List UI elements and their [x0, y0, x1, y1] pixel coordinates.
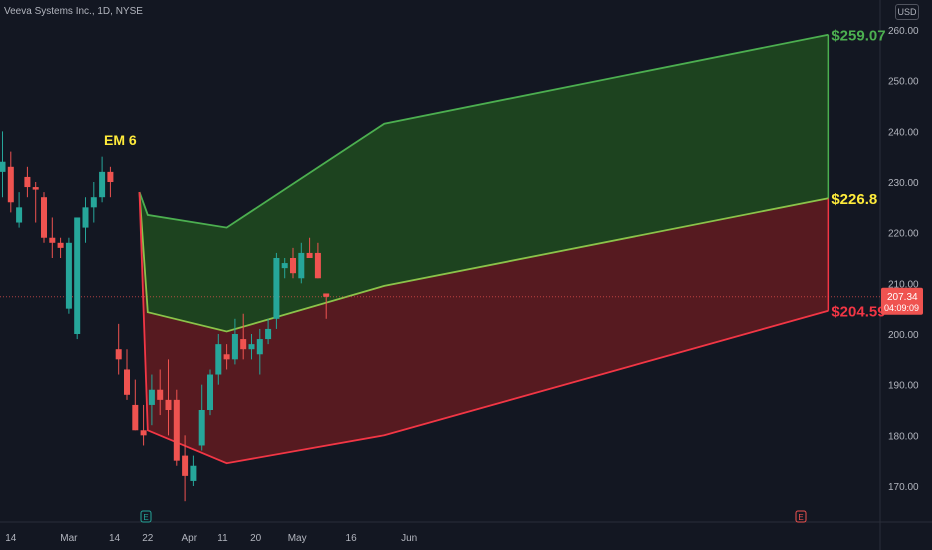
candle-body — [140, 430, 147, 436]
candle-body — [256, 339, 263, 355]
candle-body — [223, 354, 230, 360]
last-price-value: 207.34 — [887, 292, 918, 303]
currency-button[interactable]: USD — [895, 4, 919, 20]
candle-body — [190, 465, 197, 481]
candle-body — [124, 369, 130, 395]
x-tick-label: 20 — [250, 533, 262, 544]
x-tick-label: May — [288, 533, 307, 544]
x-tick-label: Mar — [60, 533, 78, 544]
x-tick-label: Jun — [401, 533, 417, 544]
earnings-marker-label: E — [798, 513, 803, 522]
candle-body — [16, 207, 23, 223]
candle-body — [240, 339, 247, 350]
x-tick-label: 22 — [142, 533, 154, 544]
symbol-title: Veeva Systems Inc., 1D, NYSE — [4, 6, 143, 17]
candle-body — [314, 252, 321, 279]
candle-body — [0, 161, 6, 172]
candle-body — [115, 349, 122, 360]
candle-body — [323, 293, 330, 297]
candle-body — [82, 207, 89, 228]
candle-body — [7, 166, 14, 203]
last-price-tag — [881, 287, 923, 315]
x-tick-label: 14 — [109, 533, 121, 544]
candle-body — [290, 258, 296, 274]
em-label: EM 6 — [104, 132, 137, 148]
candle-body — [90, 197, 97, 208]
y-tick-label: 250.00 — [888, 77, 919, 88]
earnings-marker-label: E — [143, 513, 148, 522]
last-price-countdown: 04:09:09 — [884, 303, 919, 313]
y-tick-label: 220.00 — [888, 229, 919, 240]
candle-body — [132, 404, 139, 431]
candle-body — [157, 389, 164, 400]
y-tick-label: 180.00 — [888, 431, 919, 442]
candle-body — [306, 252, 313, 258]
candle-body — [265, 328, 272, 340]
x-tick-label: 14 — [5, 533, 17, 544]
y-tick-label: 240.00 — [888, 127, 919, 138]
x-tick-label: Apr — [181, 533, 197, 544]
candle-body — [165, 399, 172, 410]
candle-body — [198, 410, 205, 446]
y-tick-label: 210.00 — [888, 279, 919, 290]
x-tick-label: 11 — [217, 533, 228, 544]
lower-band-fill — [139, 192, 829, 464]
candle-body — [24, 176, 31, 188]
candle-body — [148, 389, 155, 405]
candle-body — [281, 263, 288, 269]
candle-body — [32, 187, 39, 190]
candle-body — [41, 197, 47, 238]
candle-body — [107, 171, 114, 182]
lower-band-line — [138, 192, 829, 465]
candle-body — [57, 242, 64, 248]
mid-price-label: $226.8 — [831, 191, 877, 208]
candle-body — [173, 399, 180, 461]
candle-body — [248, 344, 255, 350]
lower-price-label: $204.59 — [831, 304, 885, 321]
mid-band-line — [138, 192, 829, 333]
earnings-marker[interactable] — [795, 510, 807, 523]
y-tick-label: 200.00 — [888, 330, 919, 341]
candle-body — [182, 455, 189, 476]
candle-body — [49, 237, 56, 243]
upper-band-line — [138, 33, 829, 229]
upper-price-label: $259.07 — [831, 28, 885, 45]
y-tick-label: 170.00 — [888, 482, 919, 493]
x-tick-label: 16 — [346, 533, 358, 544]
candle-body — [74, 217, 81, 334]
earnings-marker[interactable] — [140, 510, 152, 523]
y-tick-label: 260.00 — [888, 26, 919, 37]
candle-body — [207, 374, 213, 410]
candle-body — [215, 344, 222, 375]
candle-body — [65, 242, 72, 309]
y-tick-label: 190.00 — [888, 381, 919, 392]
candle-body — [298, 252, 305, 279]
candle-body — [99, 171, 106, 198]
candle-body — [273, 258, 280, 319]
y-tick-label: 230.00 — [888, 178, 919, 189]
candle-body — [231, 334, 238, 360]
